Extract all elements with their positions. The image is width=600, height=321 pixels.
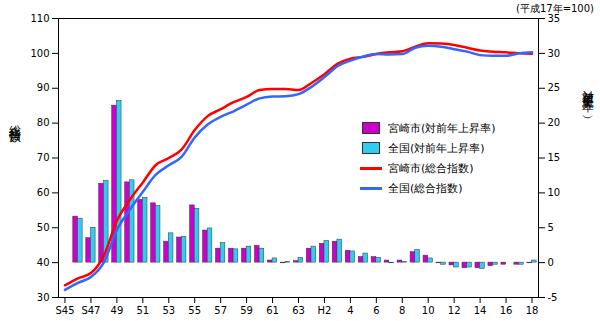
svg-text:25: 25 bbox=[548, 82, 561, 93]
svg-text:15: 15 bbox=[548, 152, 561, 163]
svg-text:53: 53 bbox=[162, 305, 175, 316]
svg-text:51: 51 bbox=[136, 305, 149, 316]
svg-text:0: 0 bbox=[548, 257, 554, 268]
svg-text:57: 57 bbox=[214, 305, 227, 316]
html-text:全国(対前年上昇率): 全国(対前年上昇率) bbox=[388, 141, 485, 155]
svg-text:20: 20 bbox=[548, 117, 561, 128]
svg-text:10: 10 bbox=[422, 305, 435, 316]
svg-text:50: 50 bbox=[37, 222, 50, 233]
svg-text:110: 110 bbox=[30, 13, 49, 24]
svg-text:61: 61 bbox=[266, 305, 279, 316]
svg-text:H2: H2 bbox=[318, 305, 332, 316]
svg-text:S47: S47 bbox=[81, 305, 100, 316]
svg-text:40: 40 bbox=[37, 257, 50, 268]
html-text:宮崎市(対前年上昇率): 宮崎市(対前年上昇率) bbox=[388, 121, 496, 135]
svg-text:4: 4 bbox=[347, 305, 353, 316]
svg-text:6: 6 bbox=[373, 305, 379, 316]
svg-text:10: 10 bbox=[548, 187, 561, 198]
svg-text:30: 30 bbox=[548, 48, 561, 59]
svg-text:35: 35 bbox=[548, 13, 561, 24]
svg-text:55: 55 bbox=[188, 305, 201, 316]
svg-text:63: 63 bbox=[292, 305, 305, 316]
svg-text:49: 49 bbox=[111, 305, 124, 316]
html-text:総合指数: 総合指数 bbox=[8, 115, 22, 123]
svg-text:59: 59 bbox=[240, 305, 253, 316]
svg-text:70: 70 bbox=[37, 152, 50, 163]
svg-text:12: 12 bbox=[448, 305, 461, 316]
svg-text:30: 30 bbox=[37, 292, 50, 303]
svg-text:14: 14 bbox=[474, 305, 487, 316]
html-text:対前年上昇率（%）: 対前年上昇率（%） bbox=[581, 80, 595, 110]
svg-text:60: 60 bbox=[37, 187, 50, 198]
svg-text:5: 5 bbox=[548, 222, 554, 233]
svg-text:90: 90 bbox=[37, 82, 50, 93]
svg-text:8: 8 bbox=[399, 305, 405, 316]
html-text:全国(総合指数): 全国(総合指数) bbox=[388, 181, 463, 195]
svg-text:16: 16 bbox=[500, 305, 513, 316]
html-text:宮崎市(総合指数): 宮崎市(総合指数) bbox=[388, 161, 474, 175]
html-text:(平成17年=100): (平成17年=100) bbox=[516, 3, 594, 14]
svg-text:80: 80 bbox=[37, 117, 50, 128]
svg-text:S45: S45 bbox=[55, 305, 74, 316]
svg-text:100: 100 bbox=[30, 48, 49, 59]
svg-text:18: 18 bbox=[526, 305, 539, 316]
svg-text:-5: -5 bbox=[548, 292, 558, 303]
